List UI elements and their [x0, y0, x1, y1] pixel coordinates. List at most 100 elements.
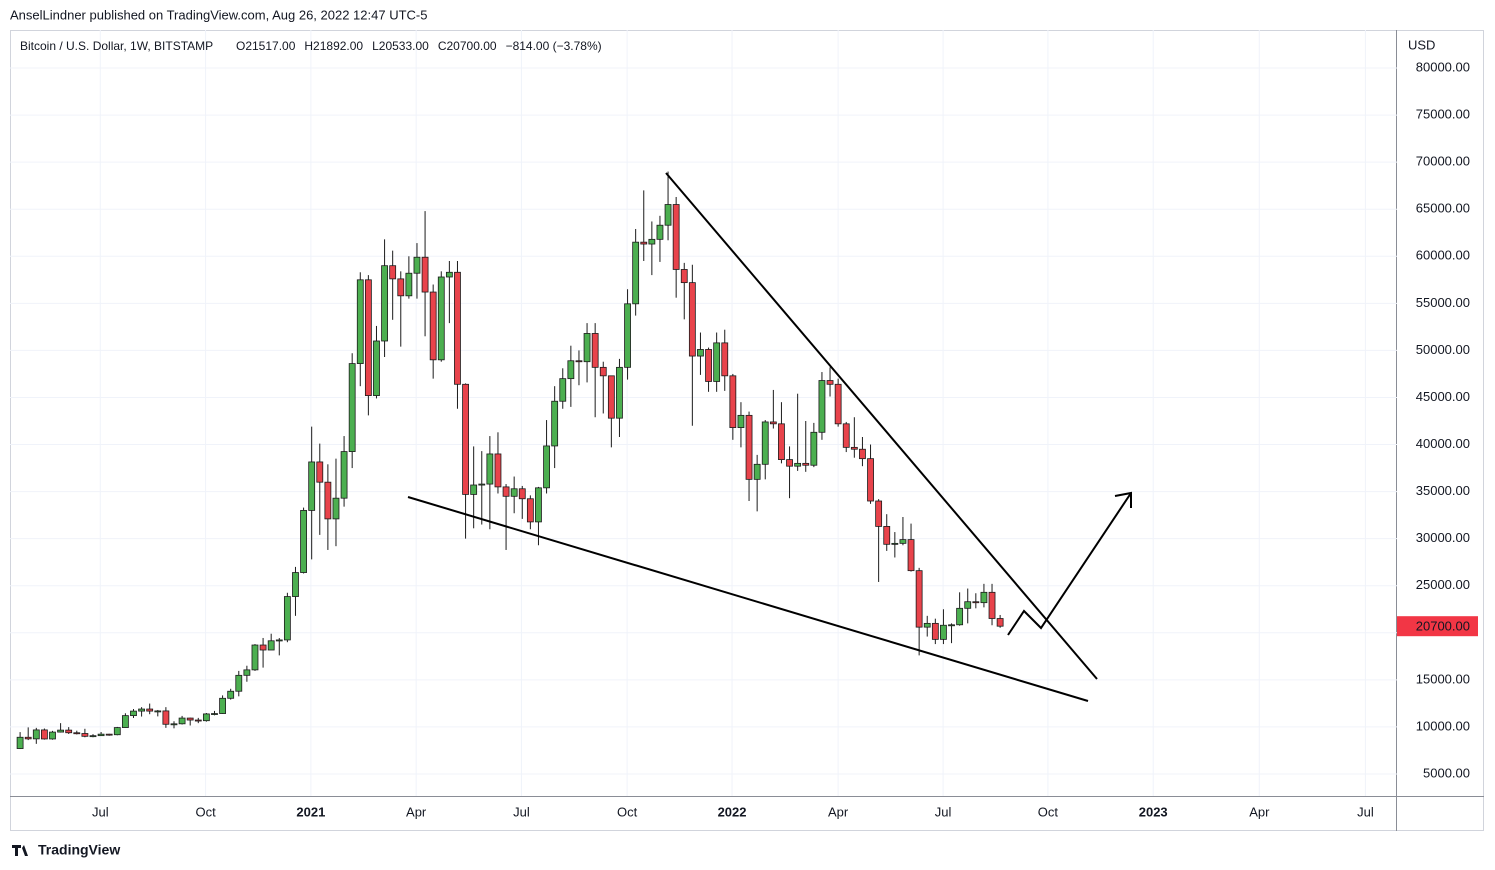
last-price-label: 20700.00	[1416, 619, 1470, 634]
candle-body	[761, 421, 769, 465]
x-tick-label: Jul	[513, 804, 530, 819]
candle-body	[146, 708, 154, 712]
candle-body	[680, 269, 688, 284]
x-tick-label: 2021	[296, 804, 325, 819]
candle-body	[494, 453, 502, 488]
candle-body	[154, 710, 162, 713]
candle-body	[381, 265, 388, 342]
candle-body	[97, 733, 105, 737]
candle-body	[729, 375, 737, 428]
symbol-title: Bitcoin / U.S. Dollar, 1W, BITSTAMP	[20, 39, 213, 53]
candle-body	[283, 596, 291, 641]
projection-path	[1007, 492, 1132, 636]
candle-body	[778, 423, 785, 460]
candle-body	[972, 601, 980, 604]
candle-body	[89, 735, 97, 738]
candle-body	[607, 375, 615, 419]
candle-body	[121, 715, 129, 728]
x-tick-label: Jul	[92, 804, 109, 819]
x-tick-label: Oct	[195, 804, 216, 819]
x-tick-label: Apr	[828, 804, 849, 819]
y-tick-label: 30000.00	[1416, 530, 1470, 545]
candle-body	[624, 303, 631, 368]
y-axis-label: USD	[1408, 37, 1435, 52]
candle-body	[65, 729, 73, 734]
x-tick-label: Oct	[617, 804, 638, 819]
drawings	[407, 172, 1132, 702]
candle-body	[648, 238, 656, 245]
candle-body	[859, 448, 866, 460]
x-tick-label: Apr	[1249, 804, 1270, 819]
candle-body	[834, 383, 842, 425]
candle-body	[235, 674, 243, 692]
candle-body	[462, 383, 469, 495]
candle-body	[526, 498, 534, 523]
candle-body	[632, 241, 640, 305]
candle-body	[470, 484, 478, 495]
candle-body	[49, 731, 56, 740]
publish-header: AnselLindner published on TradingView.co…	[10, 7, 427, 22]
ohlc-label: H21892.00	[304, 39, 363, 53]
candle-body	[753, 463, 761, 480]
candle-body	[737, 414, 745, 428]
candle-body	[996, 618, 1004, 627]
candle-body	[178, 717, 186, 725]
y-tick-label: 45000.00	[1416, 389, 1470, 404]
candle-body	[688, 282, 696, 357]
y-tick-label: 25000.00	[1416, 577, 1470, 592]
candle-body	[486, 453, 494, 485]
brand-logo	[12, 845, 28, 856]
candle-body	[308, 461, 316, 511]
candle-body	[57, 729, 64, 733]
candle-body	[948, 624, 955, 627]
candle-body	[300, 510, 307, 573]
candle-body	[656, 224, 664, 240]
candle-body	[138, 708, 145, 712]
candle-body	[81, 733, 89, 737]
candle-body	[616, 366, 623, 419]
y-tick-label: 75000.00	[1416, 107, 1470, 122]
candle-body	[705, 349, 712, 382]
candle-body	[672, 204, 680, 270]
candle-body	[697, 349, 704, 357]
candle-body	[227, 690, 235, 699]
candle-body	[883, 526, 891, 545]
y-tick-label: 10000.00	[1416, 718, 1470, 733]
candle-body	[543, 445, 550, 489]
ohlc-label: C20700.00	[438, 39, 497, 53]
candle-body	[332, 497, 340, 520]
candle-body	[907, 539, 915, 572]
y-tick-label: 50000.00	[1416, 342, 1470, 357]
candle-body	[535, 487, 542, 523]
candle-body	[413, 256, 421, 274]
grid	[10, 30, 1397, 796]
candle-body	[389, 265, 397, 280]
ohlc-label: L20533.00	[372, 39, 429, 53]
candle-body	[243, 669, 251, 676]
candle-body	[810, 431, 818, 466]
candle-body	[591, 333, 599, 368]
candle-body	[964, 601, 972, 609]
last-price-box	[1397, 616, 1478, 637]
candle-body	[599, 366, 607, 377]
candle-body	[769, 421, 777, 425]
candle-body	[818, 380, 826, 433]
candle-body	[429, 291, 437, 361]
x-tick-label: Jul	[1357, 804, 1374, 819]
candle-body	[162, 710, 170, 725]
legend: Bitcoin / U.S. Dollar, 1W, BITSTAMP O215…	[20, 39, 602, 53]
candle-body	[454, 271, 461, 385]
candle-body	[567, 360, 575, 380]
candle-body	[405, 272, 413, 297]
candle-body	[867, 458, 874, 502]
candle-body	[923, 622, 931, 628]
y-tick-label: 35000.00	[1416, 483, 1470, 498]
candle-body	[16, 736, 24, 749]
candle-body	[640, 241, 648, 245]
y-tick-label: 70000.00	[1416, 154, 1470, 169]
candle-body	[988, 591, 996, 619]
y-tick-label: 5000.00	[1423, 765, 1470, 780]
candle-body	[445, 271, 453, 278]
